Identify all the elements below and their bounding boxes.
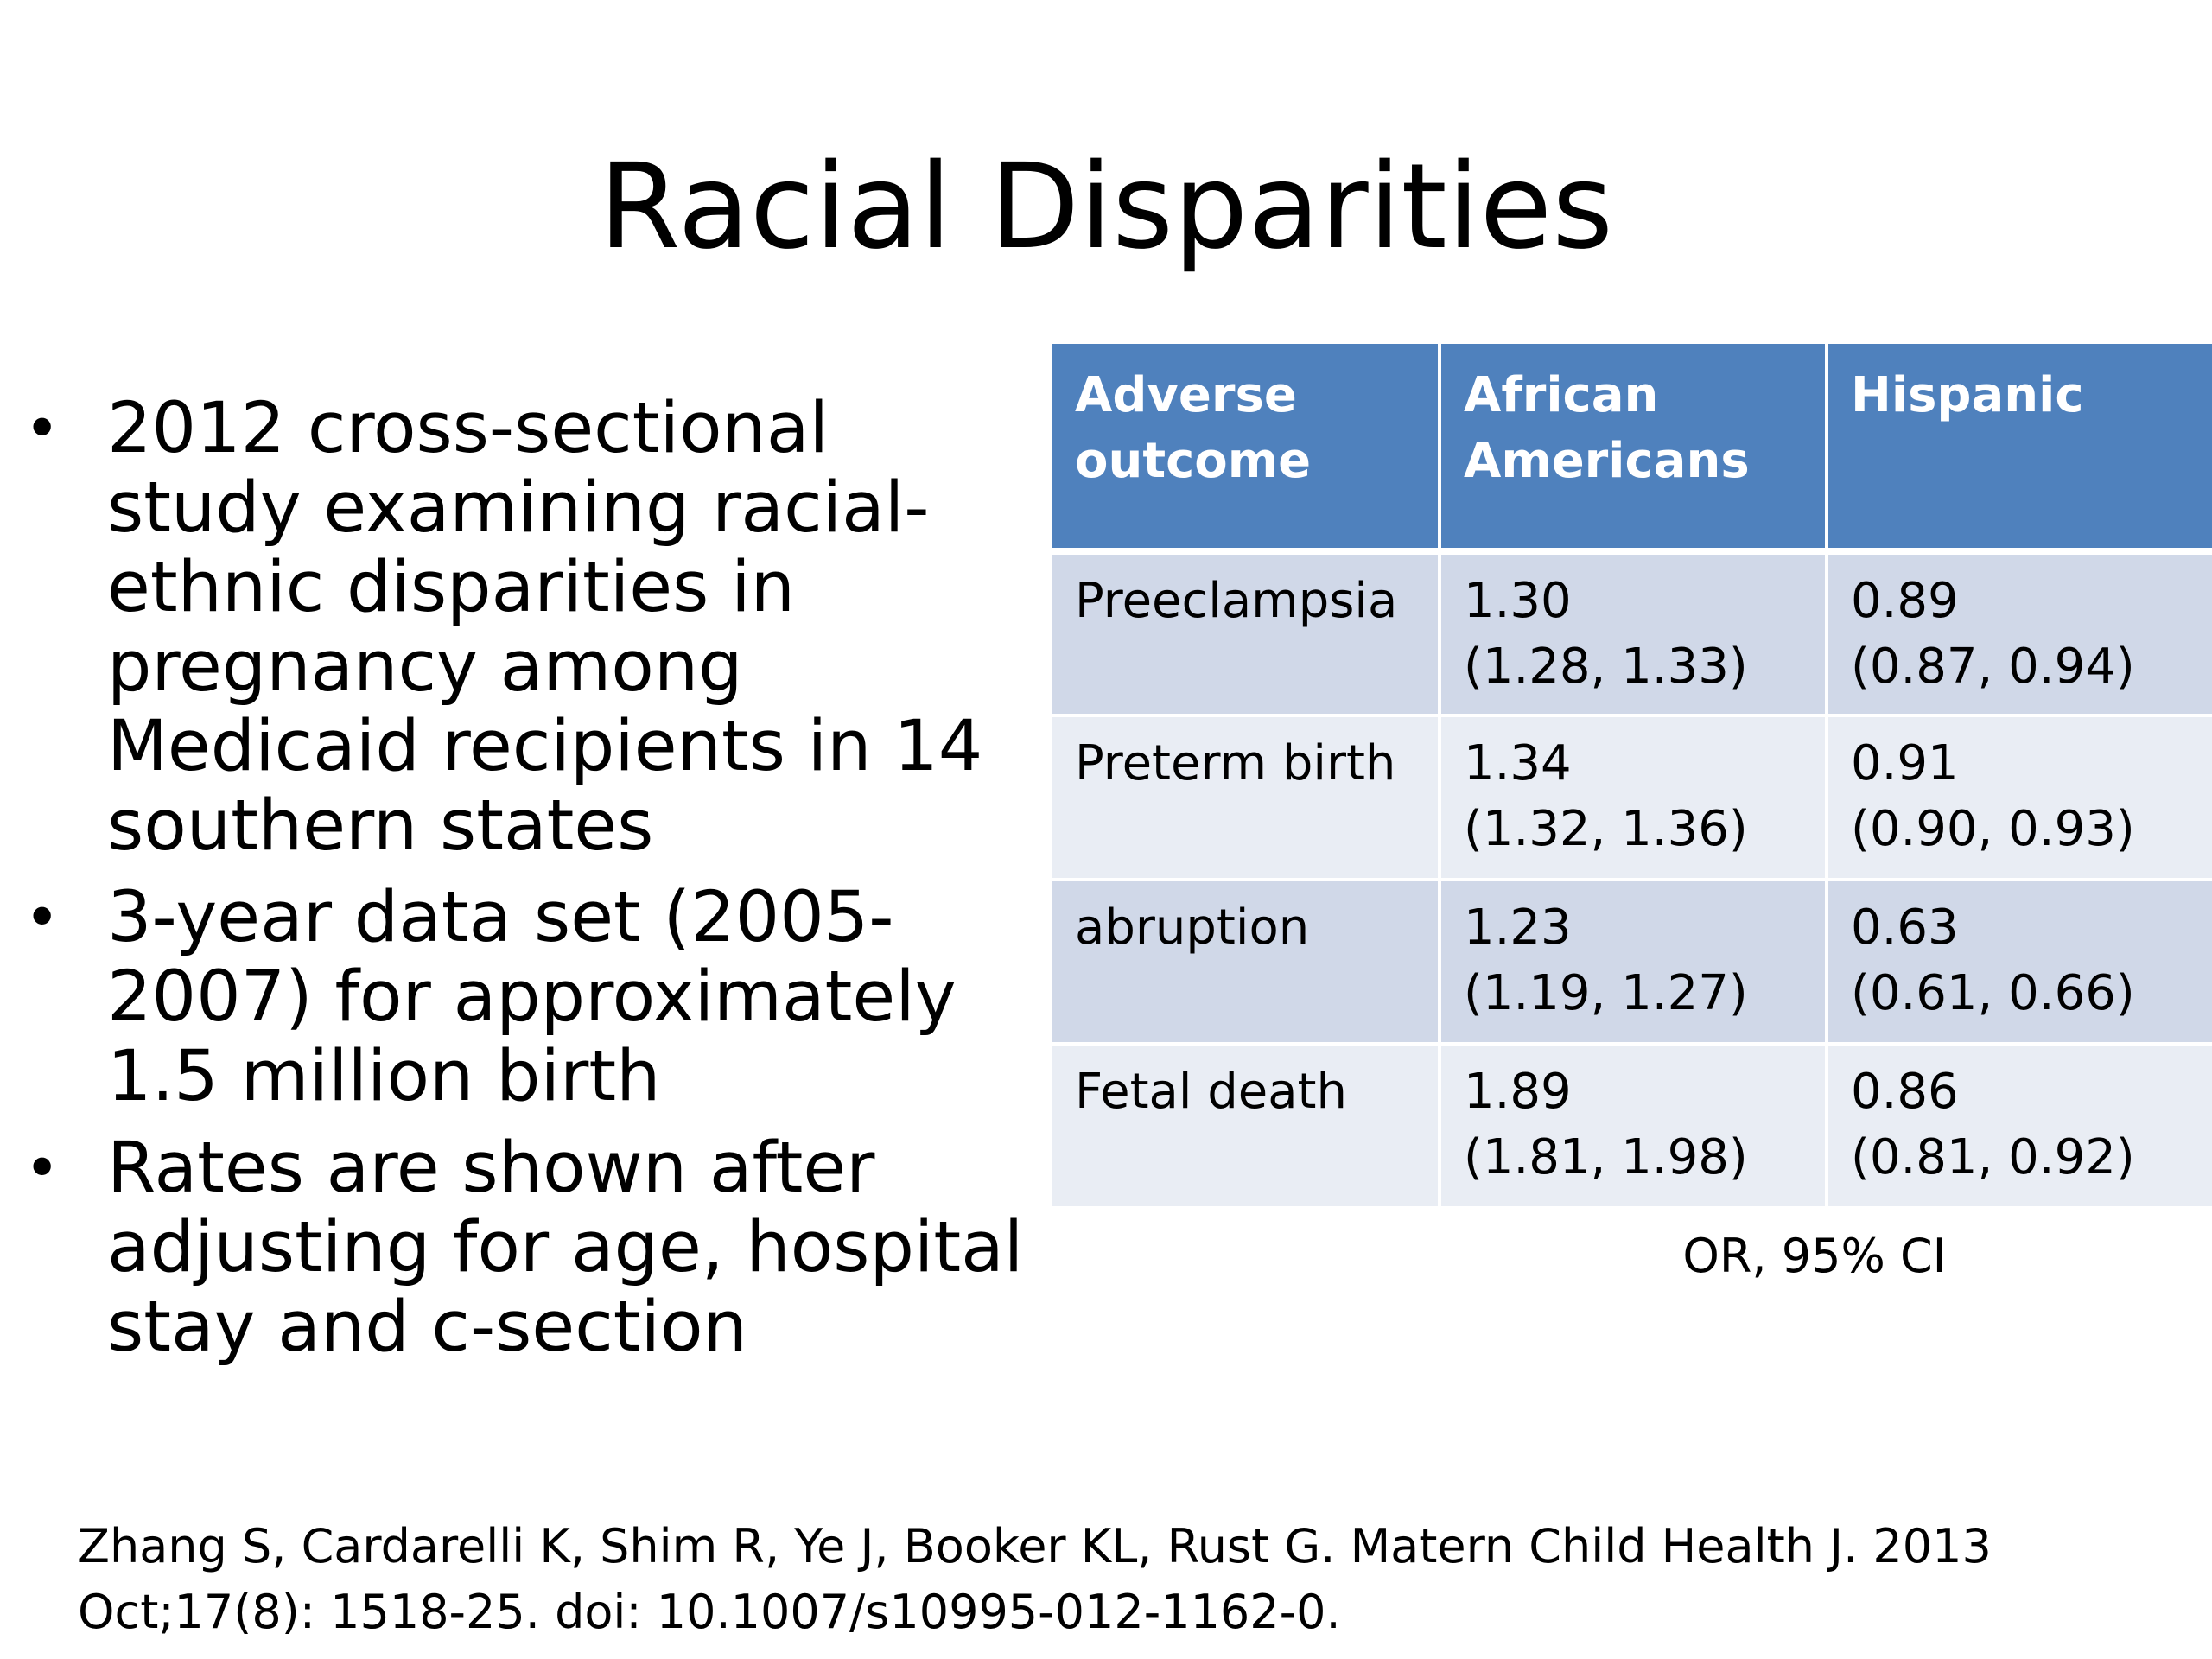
outcomes-table-container: Adverse outcome African Americans Hispan… bbox=[1052, 344, 2212, 1210]
bullet-dot-icon: • bbox=[24, 882, 60, 953]
confidence-interval: (0.87, 0.94) bbox=[1851, 639, 2135, 695]
bullet-dot-icon: • bbox=[24, 1133, 60, 1204]
odds-ratio: 0.86 bbox=[1851, 1064, 1959, 1120]
outcomes-table: Adverse outcome African Americans Hispan… bbox=[1052, 344, 2212, 1210]
table-caption-text: OR, 95% CI bbox=[1682, 1229, 1947, 1283]
outcome-cell: Preterm birth bbox=[1052, 715, 1441, 881]
bullet-item: • 2012 cross-sectional study examining r… bbox=[19, 389, 1030, 866]
confidence-interval: (1.81, 1.98) bbox=[1464, 1129, 1748, 1185]
table-row: Preeclampsia 1.30 (1.28, 1.33) 0.89 (0.8… bbox=[1052, 551, 2212, 717]
table-header-row: Adverse outcome African Americans Hispan… bbox=[1052, 344, 2212, 555]
bullet-item: • Rates are shown after adjusting for ag… bbox=[19, 1128, 1030, 1367]
confidence-interval: (1.19, 1.27) bbox=[1464, 965, 1748, 1021]
slide-title: Racial Disparities bbox=[598, 139, 1614, 276]
citation: Zhang S, Cardarelli K, Shim R, Ye J, Boo… bbox=[78, 1519, 1992, 1639]
odds-ratio: 1.30 bbox=[1464, 573, 1572, 629]
outcome-cell: abruption bbox=[1052, 880, 1441, 1046]
odds-ratio: 1.34 bbox=[1464, 735, 1572, 791]
bullet-text: 3-year data set (2005-2007) for approxim… bbox=[107, 877, 957, 1117]
hispanic-cell: 0.91 (0.90, 0.93) bbox=[1827, 715, 2212, 881]
table-row: Fetal death 1.89 (1.81, 1.98) 0.86 (0.81… bbox=[1052, 1044, 2212, 1210]
hispanic-cell: 0.86 (0.81, 0.92) bbox=[1827, 1044, 2212, 1210]
confidence-interval: (1.32, 1.36) bbox=[1464, 801, 1748, 857]
african-americans-cell: 1.89 (1.81, 1.98) bbox=[1440, 1044, 1828, 1210]
outcome-cell: Fetal death bbox=[1052, 1044, 1441, 1210]
table-row: abruption 1.23 (1.19, 1.27) 0.63 (0.61, … bbox=[1052, 880, 2212, 1046]
confidence-interval: (1.28, 1.33) bbox=[1464, 639, 1748, 695]
confidence-interval: (0.81, 0.92) bbox=[1851, 1129, 2135, 1185]
odds-ratio: 1.23 bbox=[1464, 899, 1572, 956]
hispanic-cell: 0.89 (0.87, 0.94) bbox=[1827, 551, 2212, 717]
bullet-text: 2012 cross-sectional study examining rac… bbox=[107, 388, 983, 867]
african-americans-cell: 1.30 (1.28, 1.33) bbox=[1440, 551, 1828, 717]
odds-ratio: 1.89 bbox=[1464, 1064, 1572, 1120]
confidence-interval: (0.61, 0.66) bbox=[1851, 965, 2135, 1021]
bullet-item: • 3-year data set (2005-2007) for approx… bbox=[19, 878, 1030, 1116]
bullet-list: • 2012 cross-sectional study examining r… bbox=[19, 389, 1030, 1379]
african-americans-cell: 1.23 (1.19, 1.27) bbox=[1440, 880, 1828, 1046]
table-row: Preterm birth 1.34 (1.32, 1.36) 0.91 (0.… bbox=[1052, 715, 2212, 881]
bullet-dot-icon: • bbox=[24, 393, 60, 464]
odds-ratio: 0.89 bbox=[1851, 573, 1959, 629]
hispanic-cell: 0.63 (0.61, 0.66) bbox=[1827, 880, 2212, 1046]
african-americans-cell: 1.34 (1.32, 1.36) bbox=[1440, 715, 1828, 881]
header-adverse-outcome: Adverse outcome bbox=[1052, 344, 1441, 555]
bullet-text: Rates are shown after adjusting for age,… bbox=[107, 1128, 1024, 1368]
header-hispanic: Hispanic bbox=[1827, 344, 2212, 555]
odds-ratio: 0.91 bbox=[1851, 735, 1959, 791]
table-caption: OR, 95% CI bbox=[1426, 1229, 2203, 1284]
confidence-interval: (0.90, 0.93) bbox=[1851, 801, 2135, 857]
odds-ratio: 0.63 bbox=[1851, 899, 1959, 956]
outcome-cell: Preeclampsia bbox=[1052, 551, 1441, 717]
header-african-americans: African Americans bbox=[1440, 344, 1828, 555]
